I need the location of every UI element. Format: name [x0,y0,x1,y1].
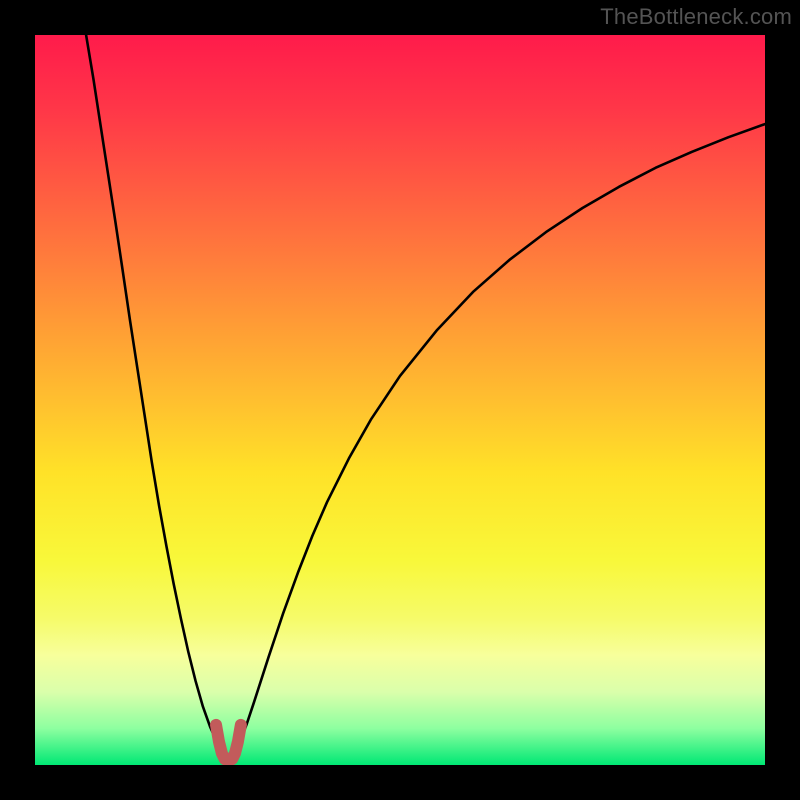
chart-frame: TheBottleneck.com [0,0,800,800]
gradient-background [35,35,765,765]
bottleneck-chart-svg [35,35,765,765]
plot-area [35,35,765,765]
watermark-text: TheBottleneck.com [600,4,792,30]
